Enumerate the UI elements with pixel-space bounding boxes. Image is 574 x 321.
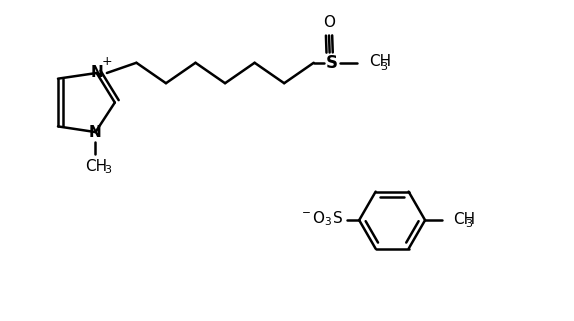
Text: N: N — [90, 65, 103, 81]
Text: N: N — [89, 125, 102, 140]
Text: CH: CH — [453, 212, 476, 227]
Text: 3: 3 — [466, 219, 472, 229]
Text: CH: CH — [86, 159, 108, 174]
Text: $^-$O$_3$S: $^-$O$_3$S — [299, 210, 343, 228]
Text: +: + — [102, 55, 113, 67]
Text: S: S — [326, 54, 338, 72]
Text: CH: CH — [369, 54, 391, 69]
Text: O: O — [323, 15, 335, 30]
Text: 3: 3 — [381, 62, 387, 72]
Text: 3: 3 — [104, 165, 111, 175]
